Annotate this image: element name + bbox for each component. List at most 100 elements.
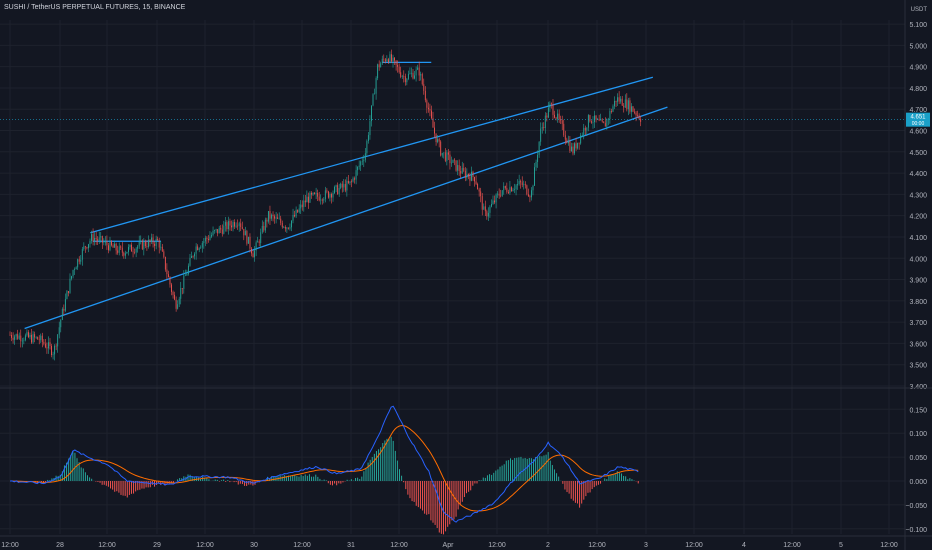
candle-body (198, 248, 200, 250)
candle-body (158, 240, 160, 248)
candle-body (352, 178, 354, 182)
exchange-label: BINANCE (154, 4, 186, 11)
candle-body (372, 94, 374, 106)
candle-body (397, 64, 399, 67)
candle-body (458, 165, 460, 172)
candle-body (29, 334, 31, 338)
candle-body (506, 188, 508, 192)
candle-body (192, 256, 194, 257)
candle-body (420, 74, 422, 76)
time-tick-label: 12:00 (588, 542, 606, 549)
time-tick-label: 12:00 (390, 542, 408, 549)
candle-body (304, 200, 306, 203)
time-tick-label: 30 (250, 542, 258, 549)
candle-body (229, 221, 231, 226)
candle-body (343, 184, 345, 188)
candle-body (387, 59, 389, 63)
candle-body (635, 112, 637, 116)
candle-body (598, 119, 600, 121)
chart-header: SUSHI / TetherUS PERPETUAL FUTURES, 15, … (4, 4, 186, 11)
candle-body (563, 123, 565, 136)
candle-body (447, 152, 449, 155)
candle-body (324, 190, 326, 200)
candle-body (534, 167, 535, 186)
candle-body (338, 188, 340, 195)
candle-body (578, 142, 580, 144)
candle-body (586, 127, 588, 131)
trendlines[interactable] (24, 61, 668, 330)
price-tick-label: 4.600 (909, 129, 927, 136)
candle-body (32, 334, 34, 343)
candle-body (523, 184, 525, 186)
candle-body (486, 211, 488, 217)
candle-body (107, 245, 109, 251)
candle-body (540, 128, 542, 142)
candle-body (423, 84, 425, 91)
candle-body (512, 189, 514, 192)
candle-body (151, 237, 152, 242)
candle-body (291, 220, 292, 228)
candle-body (146, 246, 148, 247)
candle-body (349, 181, 351, 183)
candle-body (37, 337, 39, 340)
candle-body (26, 332, 28, 336)
candle-body (518, 180, 520, 185)
candle-body (180, 288, 182, 299)
candle-body (223, 225, 225, 234)
candle-body (457, 165, 459, 171)
candle-body (574, 143, 575, 154)
candle-body (444, 152, 446, 161)
candle-body (100, 236, 102, 238)
macd-tick-label: 0.150 (909, 407, 927, 414)
candle-body (498, 193, 500, 196)
candle-body (417, 67, 419, 70)
candle-body (477, 183, 479, 190)
candle-body (14, 336, 16, 340)
price-tick-label: 5.100 (909, 22, 927, 29)
candle-body (503, 186, 505, 191)
time-tick-label: 29 (153, 542, 161, 549)
candle-body (129, 244, 131, 248)
candle-body (384, 59, 386, 62)
candle-body (531, 190, 532, 198)
candle-body (478, 189, 480, 192)
candle-body (411, 72, 412, 74)
candle-body (570, 146, 572, 152)
candle-body (360, 161, 362, 166)
candle-body (183, 275, 185, 289)
candle-body (286, 227, 288, 229)
candle-body (204, 237, 206, 242)
candle-body (311, 192, 312, 195)
time-tick-label: 12:00 (685, 542, 703, 549)
candle-body (215, 229, 217, 231)
candle-body (271, 214, 272, 219)
candles (9, 49, 642, 361)
candle-body (227, 221, 229, 230)
candle-body (48, 342, 49, 349)
candle-body (143, 241, 145, 250)
candle-body (307, 196, 309, 203)
price-unit-label: USDT (911, 7, 928, 13)
candle-body (341, 183, 343, 188)
candle-body (117, 250, 119, 253)
candle-body (209, 236, 211, 240)
candle-body (303, 200, 305, 208)
candle-body (49, 342, 51, 346)
candle-body (224, 222, 226, 226)
candle-body (181, 288, 183, 289)
candle-body (104, 241, 106, 243)
candle-body (144, 241, 146, 247)
candle-body (189, 257, 191, 266)
candle-body (487, 212, 489, 217)
candle-body (220, 227, 222, 230)
candle-body (511, 187, 512, 192)
candle-body (171, 284, 172, 292)
candle-body (254, 250, 256, 258)
candle-body (483, 206, 485, 210)
candle-body (403, 76, 405, 77)
candle-body (34, 334, 36, 338)
candle-body (315, 192, 317, 194)
macd-tick-label: −0.100 (905, 527, 927, 534)
candle-body (38, 339, 40, 341)
